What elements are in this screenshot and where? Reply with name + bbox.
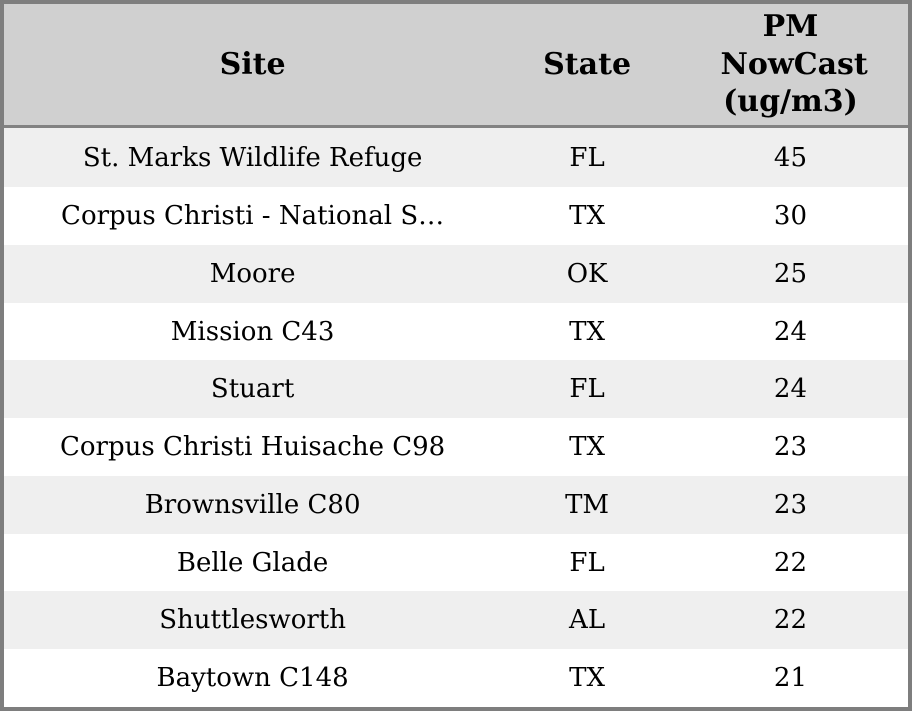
state-cell: FL bbox=[569, 142, 605, 173]
pm-nowcast-cell: 22 bbox=[773, 547, 808, 578]
pm-nowcast-cell: 23 bbox=[773, 432, 808, 463]
column-header-state: State bbox=[501, 4, 673, 128]
table-row: Corpus Christi Huisache C98 TX 23 bbox=[4, 418, 908, 476]
site-cell: Shuttlesworth bbox=[159, 605, 346, 636]
pm-nowcast-cell: 22 bbox=[773, 605, 808, 636]
pm-nowcast-cell: 23 bbox=[773, 489, 808, 520]
table-row: Stuart FL 24 bbox=[4, 360, 908, 419]
pm-nowcast-cell: 25 bbox=[773, 258, 808, 289]
table-row: Brownsville C80 TM 23 bbox=[4, 475, 908, 534]
pm-nowcast-table: Site State PM NowCast (ug/m3) St. Marks … bbox=[4, 4, 908, 707]
column-header-pm-nowcast: PM NowCast (ug/m3) bbox=[672, 4, 908, 128]
site-cell: St. Marks Wildlife Refuge bbox=[82, 142, 423, 173]
site-cell: Corpus Christi Huisache C98 bbox=[59, 432, 446, 463]
state-cell: TX bbox=[569, 432, 605, 463]
state-cell: TX bbox=[569, 201, 605, 232]
state-cell: FL bbox=[569, 547, 605, 578]
state-cell: AL bbox=[569, 605, 606, 636]
pm-nowcast-cell: 21 bbox=[773, 663, 808, 694]
pm-nowcast-cell: 45 bbox=[773, 142, 808, 173]
site-cell: Baytown C148 bbox=[156, 663, 349, 694]
header-row: Site State PM NowCast (ug/m3) bbox=[4, 4, 908, 128]
state-cell: OK bbox=[566, 258, 608, 289]
site-cell: Corpus Christi - National S… bbox=[61, 201, 445, 232]
table-row: Mission C43 TX 24 bbox=[4, 302, 908, 361]
table-row: Belle Glade FL 22 bbox=[4, 533, 908, 592]
site-cell: Brownsville C80 bbox=[144, 489, 361, 520]
table-row: St. Marks Wildlife Refuge FL 45 bbox=[4, 126, 908, 188]
state-cell: TX bbox=[569, 316, 605, 347]
pm-nowcast-header-label: PM NowCast (ug/m3) bbox=[720, 9, 868, 120]
table-row: Corpus Christi - National S… TX 30 bbox=[4, 187, 908, 245]
state-cell: FL bbox=[569, 374, 605, 405]
table-row: Shuttlesworth AL 22 bbox=[4, 591, 908, 650]
state-cell: TX bbox=[569, 663, 605, 694]
table-row: Baytown C148 TX 21 bbox=[4, 649, 908, 707]
site-cell: Mission C43 bbox=[170, 316, 335, 347]
state-cell: TM bbox=[565, 489, 610, 520]
table-row: Moore OK 25 bbox=[4, 244, 908, 303]
pm-nowcast-cell: 24 bbox=[773, 374, 808, 405]
site-cell: Stuart bbox=[210, 374, 295, 405]
site-cell: Moore bbox=[209, 258, 296, 289]
pm-nowcast-cell: 24 bbox=[773, 316, 808, 347]
site-cell: Belle Glade bbox=[176, 547, 329, 578]
column-header-site: Site bbox=[4, 4, 502, 128]
pm-nowcast-cell: 30 bbox=[773, 201, 808, 232]
